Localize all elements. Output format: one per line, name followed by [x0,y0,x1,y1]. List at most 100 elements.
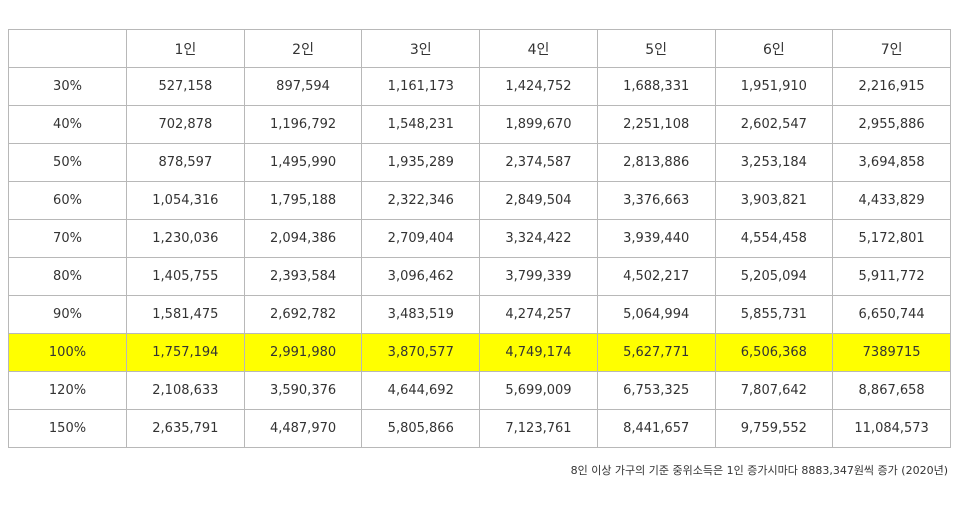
corner-cell [8,29,127,68]
column-header: 3인 [361,29,481,68]
table-cell: 1,951,910 [714,67,834,106]
table-cell: 5,627,771 [596,333,716,372]
table-cell: 3,253,184 [714,143,834,182]
table-cell: 1,795,188 [243,181,363,220]
row-label: 60% [8,181,127,220]
table-body: 30% 527,158 897,594 1,161,173 1,424,752 1,688… [8,67,951,448]
table-cell: 2,849,504 [479,181,598,220]
table-row: 40% 702,878 1,196,792 1,548,231 1,899,670 2,2… [8,105,951,144]
table-cell: 1,935,289 [361,143,481,182]
row-label: 50% [8,143,127,182]
table-cell: 3,694,858 [832,143,951,182]
table-cell: 3,483,519 [361,295,481,334]
table-cell: 1,688,331 [596,67,716,106]
table-cell: 4,274,257 [479,295,598,334]
table-cell: 3,903,821 [714,181,834,220]
row-label: 80% [8,257,127,296]
table-cell: 2,709,404 [361,219,481,258]
column-header: 4인 [479,29,598,68]
table-cell: 6,506,368 [714,333,834,372]
table-cell: 2,393,584 [243,257,363,296]
table-cell: 897,594 [243,67,363,106]
table-cell: 2,635,791 [126,409,245,448]
table-cell: 878,597 [126,143,245,182]
table-cell: 2,251,108 [596,105,716,144]
table-cell: 2,216,915 [832,67,951,106]
table-cell: 4,487,970 [243,409,363,448]
table-cell: 527,158 [126,67,245,106]
table-cell: 2,602,547 [714,105,834,144]
table-cell: 8,441,657 [596,409,716,448]
table-cell: 2,374,587 [479,143,598,182]
row-label: 90% [8,295,127,334]
table-row: 80% 1,405,755 2,393,584 3,096,462 3,799,339 4… [8,257,951,296]
table-row: 150% 2,635,791 4,487,970 5,805,866 7,123,761… [8,409,951,448]
row-label: 120% [8,371,127,410]
table-cell: 5,064,994 [596,295,716,334]
table-cell: 1,548,231 [361,105,481,144]
row-label: 70% [8,219,127,258]
table-cell: 2,955,886 [832,105,951,144]
table-cell: 3,324,422 [479,219,598,258]
table-cell: 5,172,801 [832,219,951,258]
row-label: 30% [8,67,127,106]
column-header: 6인 [714,29,834,68]
table-cell: 4,749,174 [479,333,598,372]
table-cell: 5,805,866 [361,409,481,448]
table-cell: 1,196,792 [243,105,363,144]
table-cell: 3,376,663 [596,181,716,220]
row-label: 100% [8,333,127,372]
row-label: 150% [8,409,127,448]
column-header: 2인 [243,29,363,68]
table-cell: 2,094,386 [243,219,363,258]
table-cell: 4,433,829 [832,181,951,220]
table-cell: 1,230,036 [126,219,245,258]
table-cell: 1,054,316 [126,181,245,220]
table-cell: 4,554,458 [714,219,834,258]
table-cell: 7389715 [832,333,951,372]
table-row: 120% 2,108,633 3,590,376 4,644,692 5,699,009… [8,371,951,410]
table-cell: 1,405,755 [126,257,245,296]
table-cell: 702,878 [126,105,245,144]
table-cell: 1,757,194 [126,333,245,372]
column-header: 5인 [596,29,716,68]
table-cell: 3,870,577 [361,333,481,372]
table-cell: 2,692,782 [243,295,363,334]
table-cell: 3,096,462 [361,257,481,296]
row-label: 40% [8,105,127,144]
table-row: 60% 1,054,316 1,795,188 2,322,346 2,849,504 3… [8,181,951,220]
table-cell: 4,502,217 [596,257,716,296]
income-table: 1인 2인 3인 4인 5인 6인 7인 30% 527,158 897,594 1,… [8,29,951,448]
table-cell: 1,161,173 [361,67,481,106]
table-row-highlighted: 100% 1,757,194 2,991,980 3,870,577 4,749,174… [8,333,951,372]
table-cell: 3,590,376 [243,371,363,410]
table-cell: 5,911,772 [832,257,951,296]
table-cell: 1,899,670 [479,105,598,144]
table-cell: 6,650,744 [832,295,951,334]
table-cell: 1,581,475 [126,295,245,334]
table-cell: 5,855,731 [714,295,834,334]
table-cell: 7,807,642 [714,371,834,410]
table-cell: 3,799,339 [479,257,598,296]
table-cell: 3,939,440 [596,219,716,258]
table-cell: 2,108,633 [126,371,245,410]
table-row: 90% 1,581,475 2,692,782 3,483,519 4,274,257 5… [8,295,951,334]
table-cell: 5,205,094 [714,257,834,296]
column-header: 1인 [126,29,245,68]
table-cell: 2,813,886 [596,143,716,182]
table-row: 70% 1,230,036 2,094,386 2,709,404 3,324,422 3… [8,219,951,258]
table-cell: 2,991,980 [243,333,363,372]
table-cell: 11,084,573 [832,409,951,448]
table-row: 30% 527,158 897,594 1,161,173 1,424,752 1,688… [8,67,951,106]
header-row: 1인 2인 3인 4인 5인 6인 7인 [8,29,951,68]
table-cell: 9,759,552 [714,409,834,448]
table-cell: 1,424,752 [479,67,598,106]
table-cell: 5,699,009 [479,371,598,410]
table-row: 50% 878,597 1,495,990 1,935,289 2,374,587 2,8… [8,143,951,182]
table-cell: 8,867,658 [832,371,951,410]
column-header: 7인 [832,29,951,68]
footnote: 8인 이상 가구의 기준 중위소득은 1인 증가시마다 8883,347원씩 증… [570,464,948,477]
table-cell: 7,123,761 [479,409,598,448]
table-cell: 4,644,692 [361,371,481,410]
table-cell: 6,753,325 [596,371,716,410]
